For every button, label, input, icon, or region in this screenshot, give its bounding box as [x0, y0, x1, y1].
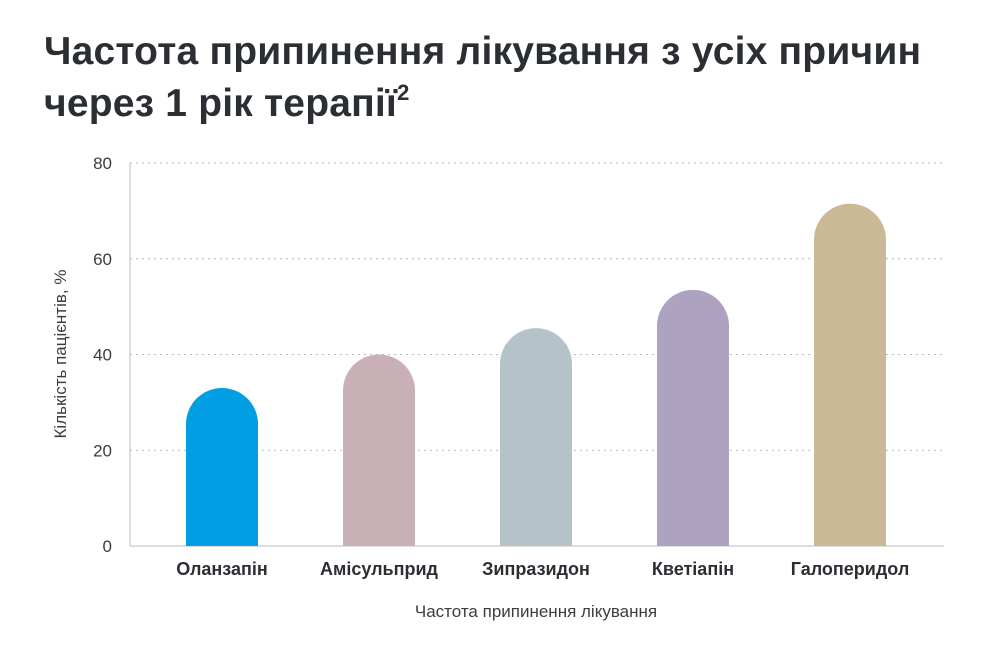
- y-tick-label: 0: [103, 537, 112, 556]
- bar: [186, 388, 258, 546]
- bar: [500, 328, 572, 546]
- x-category-label: Галоперидол: [791, 559, 910, 579]
- bar: [814, 203, 886, 546]
- y-tick-label: 40: [93, 346, 112, 365]
- y-tick-label: 60: [93, 250, 112, 269]
- x-category-label: Оланзапін: [176, 559, 268, 579]
- y-axis-title: Кількість пацієнтів, %: [51, 270, 70, 439]
- chart-title: Частота припинення лікування з усіх прич…: [44, 26, 944, 130]
- x-axis-title: Частота припинення лікування: [415, 602, 657, 621]
- bar: [657, 289, 729, 546]
- y-tick-label: 20: [93, 441, 112, 460]
- bar: [343, 354, 415, 546]
- x-axis-categories: Оланзапін Амісульприд Зипразидон Кветіапін Г…: [176, 559, 909, 579]
- y-tick-label: 80: [93, 154, 112, 173]
- bars: [186, 203, 886, 546]
- title-footnote-ref: 2: [397, 80, 410, 105]
- y-axis-ticks: 0 20 40 60 80: [93, 154, 112, 556]
- x-category-label: Кветіапін: [652, 559, 734, 579]
- x-category-label: Амісульприд: [320, 559, 439, 579]
- chart-title-text: Частота припинення лікування з усіх прич…: [44, 30, 922, 125]
- x-category-label: Зипразидон: [482, 559, 590, 579]
